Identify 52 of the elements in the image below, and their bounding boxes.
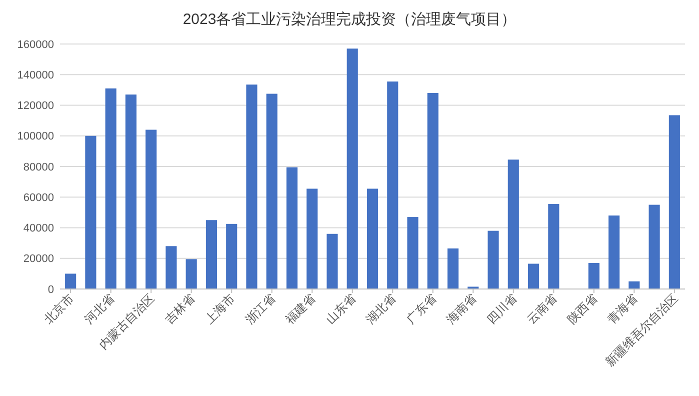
y-tick-label: 160000 [17, 38, 54, 51]
x-tick-label: 湖北省 [363, 291, 399, 327]
x-tick-label: 陕西省 [564, 291, 600, 327]
bar [508, 160, 519, 289]
bar [346, 48, 358, 289]
bar [407, 217, 418, 289]
bar [65, 274, 76, 289]
x-tick-label: 浙江省 [242, 291, 278, 327]
x-tick-label: 山东省 [323, 291, 358, 327]
bar [306, 188, 318, 289]
y-tick-label: 100000 [17, 130, 54, 143]
bar [488, 230, 499, 289]
x-tick-label: 吉林省 [162, 291, 198, 327]
bar [266, 94, 278, 289]
bar [105, 88, 116, 289]
x-tick-label: 云南省 [524, 291, 560, 327]
y-tick-label: 80000 [23, 161, 54, 174]
y-tick-label: 20000 [23, 253, 54, 266]
bar [286, 167, 298, 289]
y-tick-label: 40000 [23, 222, 54, 235]
y-tick-label: 140000 [17, 69, 54, 82]
bar [427, 93, 438, 289]
x-tick-label: 四川省 [484, 291, 520, 327]
bar [166, 246, 177, 289]
bar [226, 224, 238, 289]
y-tick-label: 120000 [17, 100, 54, 112]
bar [648, 204, 660, 289]
bar [668, 115, 680, 289]
bar [125, 94, 136, 289]
x-tick-label: 青海省 [604, 291, 640, 327]
bar [528, 264, 540, 289]
bar [447, 248, 459, 289]
x-tick-label: 福建省 [282, 291, 318, 327]
bar [387, 82, 398, 289]
x-tick-label: 广东省 [404, 291, 440, 327]
bar [186, 259, 197, 289]
bar [366, 188, 378, 289]
y-tick-label: 0 [48, 284, 54, 296]
bar [85, 136, 96, 289]
bar [628, 281, 640, 289]
x-tick-label: 上海市 [202, 291, 238, 327]
bar [146, 130, 157, 289]
bar [326, 234, 338, 289]
bar [608, 216, 620, 289]
bar [246, 84, 258, 289]
chart-title: 2023各省工业污染治理完成投资（治理废气项目） [182, 11, 516, 28]
bar [548, 204, 560, 289]
bar [206, 220, 218, 289]
y-tick-label: 60000 [23, 192, 54, 204]
bar [588, 262, 600, 289]
x-tick-label: 河北省 [82, 291, 117, 327]
x-tick-label: 海南省 [444, 291, 480, 327]
